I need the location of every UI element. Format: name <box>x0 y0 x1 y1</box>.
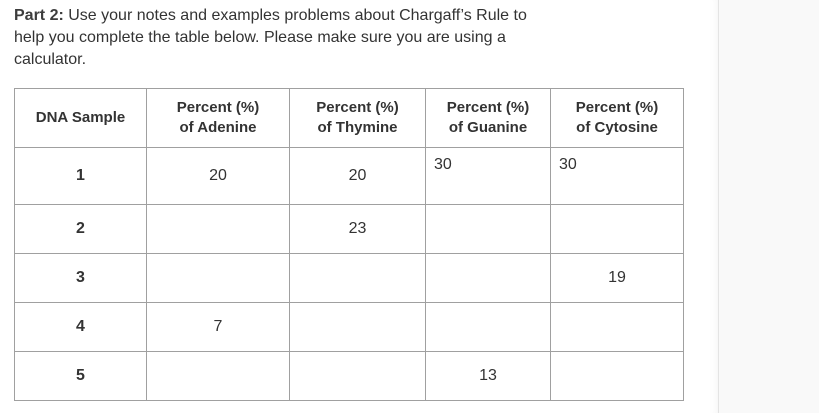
instructions-line-1-text: Use your notes and examples problems abo… <box>63 7 527 24</box>
cell-sample-2: 2 <box>14 204 147 254</box>
cell-thymine-4[interactable] <box>289 302 426 352</box>
cell-thymine-2[interactable]: 23 <box>289 204 426 254</box>
cell-sample-1: 1 <box>14 147 147 205</box>
page-outer-margin <box>719 0 819 413</box>
instructions-paragraph: Part 2: Use your notes and examples prob… <box>14 5 679 71</box>
part-label: Part 2: <box>14 7 64 24</box>
cell-adenine-3[interactable] <box>146 253 290 303</box>
cell-adenine-4[interactable]: 7 <box>146 302 290 352</box>
cell-cytosine-5[interactable] <box>550 351 684 401</box>
chargaff-table: DNA Sample Percent (%) of Adenine Percent… <box>14 88 684 401</box>
table-row-sample-2: 2 23 <box>14 204 684 254</box>
table-row-sample-1: 1 20 20 30 30 <box>14 147 684 205</box>
header-thymine: Percent (%) of Thymine <box>289 88 426 148</box>
header-row: DNA Sample Percent (%) of Adenine Percent… <box>14 88 684 148</box>
cell-adenine-2[interactable] <box>146 204 290 254</box>
cell-guanine-2[interactable] <box>425 204 551 254</box>
cell-thymine-5[interactable] <box>289 351 426 401</box>
document-page: Part 2: Use your notes and examples prob… <box>14 0 719 413</box>
header-cytosine: Percent (%) of Cytosine <box>550 88 684 148</box>
cell-adenine-5[interactable] <box>146 351 290 401</box>
cell-cytosine-4[interactable] <box>550 302 684 352</box>
cell-sample-3: 3 <box>14 253 147 303</box>
instructions-line-3: calculator. <box>14 51 87 68</box>
table-row-sample-3: 3 19 <box>14 253 684 303</box>
cell-thymine-3[interactable] <box>289 253 426 303</box>
cell-sample-4: 4 <box>14 302 147 352</box>
instructions-line-1: Part 2: Use your notes and examples prob… <box>14 5 679 27</box>
cell-thymine-1[interactable]: 20 <box>289 147 426 205</box>
cell-cytosine-1[interactable]: 30 <box>550 147 684 205</box>
cell-cytosine-2[interactable] <box>550 204 684 254</box>
cell-cytosine-3[interactable]: 19 <box>550 253 684 303</box>
header-guanine: Percent (%) of Guanine <box>425 88 551 148</box>
cell-guanine-3[interactable] <box>425 253 551 303</box>
cell-adenine-1[interactable]: 20 <box>146 147 290 205</box>
cell-guanine-1[interactable]: 30 <box>425 147 551 205</box>
table-row-sample-4: 4 7 <box>14 302 684 352</box>
header-adenine: Percent (%) of Adenine <box>146 88 290 148</box>
cell-guanine-4[interactable] <box>425 302 551 352</box>
table-row-sample-5: 5 13 <box>14 351 684 401</box>
header-dna-sample: DNA Sample <box>14 88 147 148</box>
instructions-line-2: help you complete the table below. Pleas… <box>14 29 506 46</box>
cell-sample-5: 5 <box>14 351 147 401</box>
cell-guanine-5[interactable]: 13 <box>425 351 551 401</box>
